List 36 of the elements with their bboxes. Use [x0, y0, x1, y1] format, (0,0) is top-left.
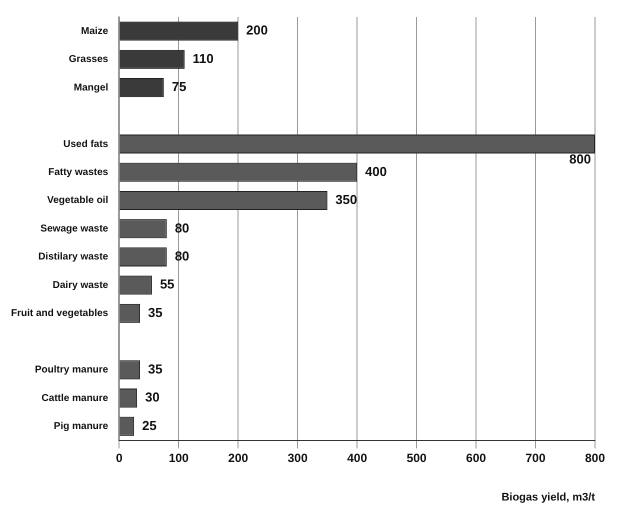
- data-label: 400: [365, 164, 387, 179]
- data-label: 30: [145, 390, 160, 405]
- x-tick-label: 0: [116, 450, 123, 465]
- y-tick-label: Dairy waste: [52, 280, 109, 291]
- y-tick-label: Cattle manure: [42, 392, 109, 404]
- data-label: 80: [174, 248, 190, 264]
- x-tick-label: 100: [168, 450, 190, 465]
- y-tick-label: Vegetable oil: [47, 195, 108, 206]
- x-axis-title: Biogas yield, m3/t: [501, 491, 596, 504]
- x-tick-label: 500: [406, 450, 427, 465]
- data-label: 55: [160, 276, 174, 292]
- x-tick-label: 800: [584, 450, 606, 465]
- data-label: 35: [148, 361, 163, 376]
- y-tick-label: Poultry manure: [34, 364, 109, 376]
- data-label: 35: [148, 304, 163, 320]
- data-label: 25: [142, 418, 157, 433]
- data-label: 75: [172, 79, 186, 94]
- x-tick-label: 300: [288, 450, 308, 465]
- y-tick-label: Used fats: [63, 138, 109, 150]
- x-tick-label: 400: [347, 450, 368, 465]
- data-label: 80: [174, 220, 190, 236]
- y-tick-label: Mangel: [74, 82, 108, 94]
- x-tick-label: 600: [466, 450, 486, 465]
- x-tick-label: 200: [228, 450, 249, 465]
- y-tick-label: Pig manure: [54, 421, 109, 432]
- y-tick-label: Fatty wastes: [48, 166, 109, 178]
- y-tick-label: Fruit and vegetables: [10, 308, 109, 320]
- x-tick-label: 700: [526, 450, 546, 465]
- data-label: 200: [246, 22, 268, 38]
- data-label: 110: [192, 50, 214, 66]
- y-tick-label: Sewage waste: [40, 223, 109, 234]
- data-label: 350: [335, 192, 358, 208]
- y-tick-label: Grasses: [68, 54, 109, 66]
- y-tick-label: Distilary waste: [38, 252, 109, 263]
- data-label: 800: [569, 152, 591, 167]
- y-tick-label: Maize: [81, 26, 109, 37]
